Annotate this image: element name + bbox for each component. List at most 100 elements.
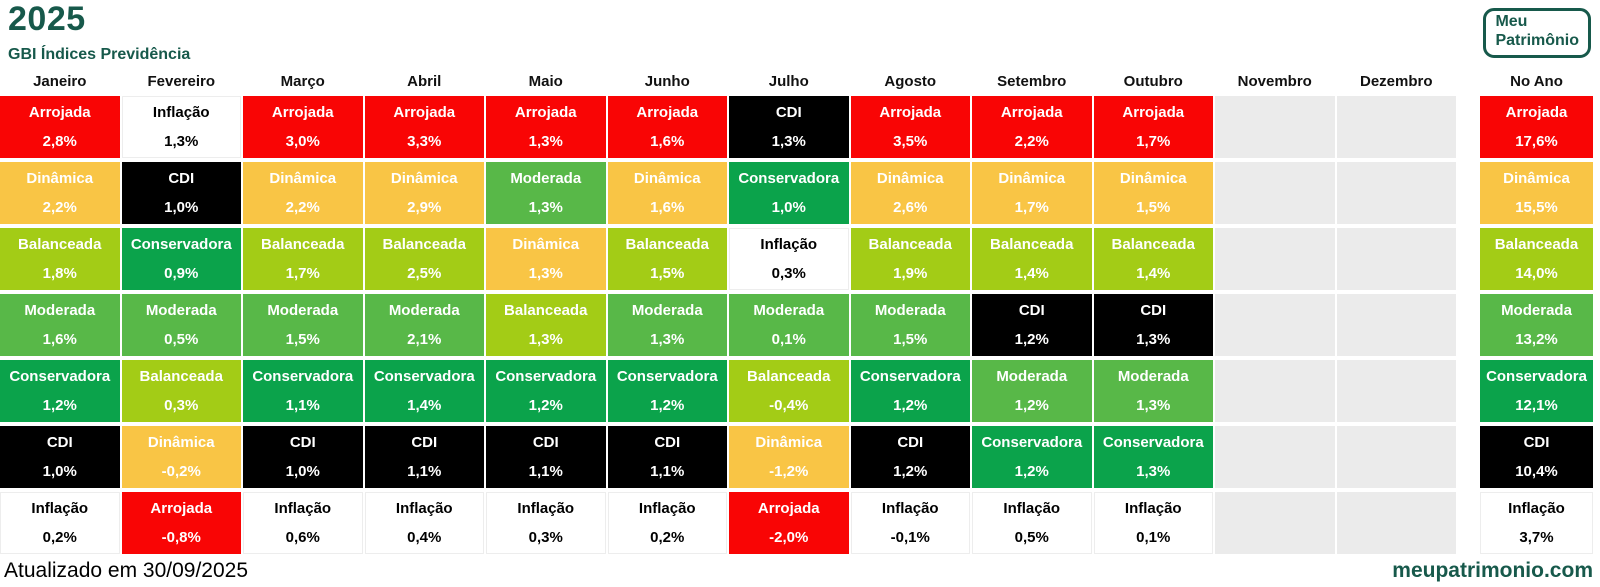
cell-category-label: Conservadora xyxy=(616,368,718,385)
cell-junho-conservadora: Conservadora 1,2% xyxy=(607,360,727,422)
cell-value: 1,2% xyxy=(893,397,928,414)
cell-fevereiro-inflacao: Inflação 1,3% xyxy=(121,96,241,158)
cell-outubro-dinamica: Dinâmica 1,5% xyxy=(1093,162,1213,224)
cell-value: 1,8% xyxy=(42,265,77,282)
cell-dezembro-empty xyxy=(1336,294,1456,356)
cell-maio-arrojada: Arrojada 1,3% xyxy=(486,96,606,158)
column-abril: Abril Arrojada 3,3% Dinâmica 2,9% Balanceada 2… xyxy=(364,66,484,558)
cell-agosto-moderada: Moderada 1,5% xyxy=(850,294,970,356)
cell-value: 15,5% xyxy=(1515,199,1558,216)
cell-category-label: Conservadora xyxy=(981,434,1083,451)
cell-category-label: Balanceada xyxy=(139,368,223,385)
cell-category-label: Moderada xyxy=(388,302,460,319)
cell-marco-cdi: CDI 1,0% xyxy=(243,426,363,488)
cell-value: 1,3% xyxy=(528,133,563,150)
column-novembro: Novembro xyxy=(1215,66,1335,558)
cell-category-label: Balanceada xyxy=(18,236,102,253)
cell-novembro-empty xyxy=(1215,360,1335,422)
cell-value: 1,1% xyxy=(528,463,563,480)
column-header-novembro: Novembro xyxy=(1237,72,1312,90)
page-subtitle: GBI Índices Previdência xyxy=(8,46,191,63)
cell-maio-dinamica: Dinâmica 1,3% xyxy=(486,228,606,290)
cell-category-label: Inflação xyxy=(1508,500,1565,517)
cell-value: 0,3% xyxy=(771,265,806,282)
cell-value: 1,6% xyxy=(42,331,77,348)
column-junho: Junho Arrojada 1,6% Dinâmica 1,6% Balanceada 1… xyxy=(607,66,727,558)
cell-value: 0,3% xyxy=(164,397,199,414)
cell-fevereiro-conservadora: Conservadora 0,9% xyxy=(121,228,241,290)
cell-category-label: Inflação xyxy=(31,500,89,517)
column-fevereiro: Fevereiro Inflação 1,3% CDI 1,0% Conservadora… xyxy=(121,66,241,558)
cell-agosto-inflacao: Inflação -0,1% xyxy=(850,492,970,554)
cell-setembro-conservadora: Conservadora 1,2% xyxy=(972,426,1092,488)
cell-marco-conservadora: Conservadora 1,1% xyxy=(243,360,363,422)
website-link[interactable]: meupatrimonio.com xyxy=(1392,559,1593,582)
cell-janeiro-inflacao: Inflação 0,2% xyxy=(0,492,120,554)
cell-value: 2,6% xyxy=(893,199,928,216)
cell-outubro-conservadora: Conservadora 1,3% xyxy=(1093,426,1213,488)
cell-marco-dinamica: Dinâmica 2,2% xyxy=(243,162,363,224)
cell-category-label: Conservadora xyxy=(9,368,111,385)
cell-category-label: Balanceada xyxy=(747,368,831,385)
cell-value: 2,1% xyxy=(407,331,442,348)
cell-category-label: Inflação xyxy=(274,500,332,517)
cell-value: 1,5% xyxy=(285,331,320,348)
cell-value: -1,2% xyxy=(769,463,809,480)
cell-setembro-dinamica: Dinâmica 1,7% xyxy=(972,162,1092,224)
cell-agosto-cdi: CDI 1,2% xyxy=(850,426,970,488)
cell-category-label: Conservadora xyxy=(373,368,475,385)
cell-category-label: Conservadora xyxy=(1486,368,1587,385)
cell-value: 0,3% xyxy=(528,529,563,546)
cell-category-label: CDI xyxy=(411,434,438,451)
cell-value: 1,2% xyxy=(1014,331,1049,348)
cell-category-label: Balanceada xyxy=(625,236,709,253)
cell-value: 2,5% xyxy=(407,265,442,282)
cell-value: 1,3% xyxy=(164,133,199,150)
cell-value: 0,1% xyxy=(771,331,806,348)
cell-marco-moderada: Moderada 1,5% xyxy=(243,294,363,356)
cell-category-label: Conservadora xyxy=(130,236,232,253)
cell-maio-cdi: CDI 1,1% xyxy=(486,426,606,488)
cell-fevereiro-cdi: CDI 1,0% xyxy=(121,162,241,224)
cell-category-label: Moderada xyxy=(267,302,339,319)
cell-value: 17,6% xyxy=(1515,133,1558,150)
cell-novembro-empty xyxy=(1215,294,1335,356)
cell-category-label: Balanceada xyxy=(504,302,588,319)
cell-junho-arrojada: Arrojada 1,6% xyxy=(607,96,727,158)
cell-no-ano-moderada: Moderada 13,2% xyxy=(1480,294,1593,356)
cell-category-label: Dinâmica xyxy=(269,170,337,187)
column-outubro: Outubro Arrojada 1,7% Dinâmica 1,5% Balancead… xyxy=(1093,66,1213,558)
cell-category-label: Arrojada xyxy=(1000,104,1063,121)
cell-value: 1,3% xyxy=(1136,463,1171,480)
cell-outubro-arrojada: Arrojada 1,7% xyxy=(1093,96,1213,158)
cell-value: 1,0% xyxy=(164,199,199,216)
column-spacer xyxy=(1458,66,1478,558)
cell-abril-arrojada: Arrojada 3,3% xyxy=(364,96,484,158)
cell-category-label: Inflação xyxy=(881,500,939,517)
cell-maio-balanceada: Balanceada 1,3% xyxy=(486,294,606,356)
cell-category-label: Dinâmica xyxy=(998,170,1066,187)
cell-no-ano-arrojada: Arrojada 17,6% xyxy=(1480,96,1593,158)
cell-value: 1,7% xyxy=(1136,133,1171,150)
cell-novembro-empty xyxy=(1215,96,1335,158)
cell-value: 1,2% xyxy=(893,463,928,480)
cell-value: 1,7% xyxy=(1014,199,1049,216)
cell-value: 1,0% xyxy=(285,463,320,480)
cell-category-label: CDI xyxy=(289,434,316,451)
cell-julho-cdi: CDI 1,3% xyxy=(729,96,849,158)
cell-value: 0,2% xyxy=(42,529,77,546)
cell-category-label: Dinâmica xyxy=(1119,170,1187,187)
cell-category-label: Arrojada xyxy=(271,104,334,121)
cell-value: -0,8% xyxy=(161,529,201,546)
cell-janeiro-arrojada: Arrojada 2,8% xyxy=(0,96,120,158)
cell-julho-inflacao: Inflação 0,3% xyxy=(729,228,849,290)
updated-date-label: Atualizado em 30/09/2025 xyxy=(4,559,249,582)
cell-outubro-balanceada: Balanceada 1,4% xyxy=(1093,228,1213,290)
column-header-outubro: Outubro xyxy=(1123,72,1183,90)
cell-value: 0,9% xyxy=(164,265,199,282)
cell-category-label: CDI xyxy=(1523,434,1550,451)
column-janeiro: Janeiro Arrojada 2,8% Dinâmica 2,2% Balancead… xyxy=(0,66,120,558)
cell-setembro-balanceada: Balanceada 1,4% xyxy=(972,228,1092,290)
cell-value: 3,0% xyxy=(285,133,320,150)
cell-value: 1,7% xyxy=(285,265,320,282)
